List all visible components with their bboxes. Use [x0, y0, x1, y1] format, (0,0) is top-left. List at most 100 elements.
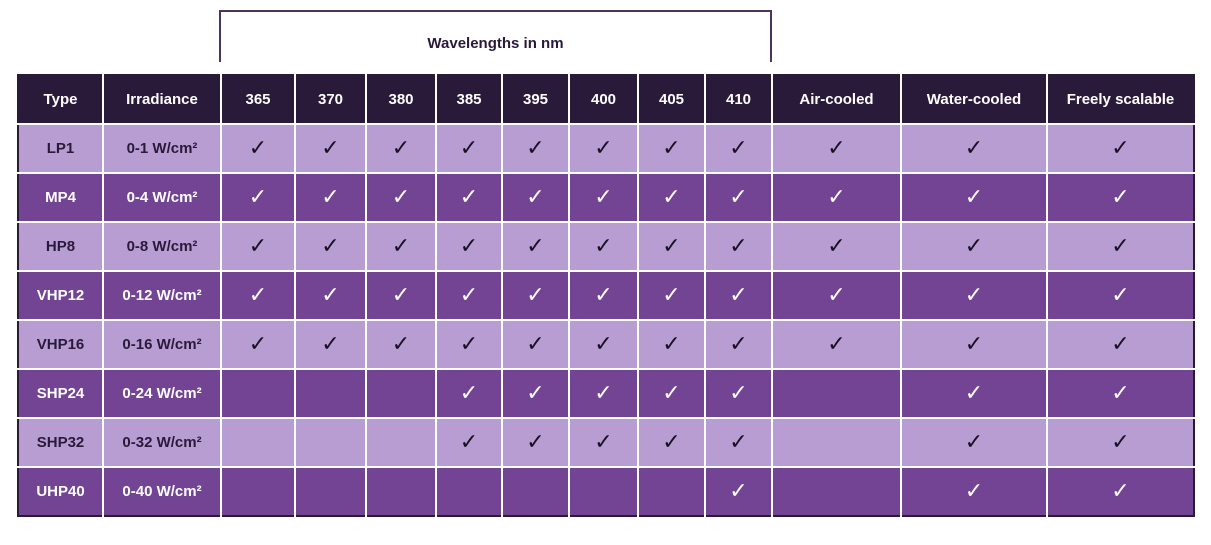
cell-irradiance: 0-4 W/cm² [102, 172, 222, 223]
checkmark-icon: ✓ [501, 172, 570, 223]
empty-cell [220, 368, 296, 419]
checkmark-icon: ✓ [435, 221, 503, 272]
cell-type: HP8 [18, 221, 104, 272]
checkmark-icon: ✓ [220, 123, 296, 174]
checkmark-icon: ✓ [900, 221, 1048, 272]
checkmark-icon: ✓ [771, 319, 902, 370]
checkmark-icon: ✓ [900, 466, 1048, 516]
empty-cell [294, 368, 367, 419]
cell-type: LP1 [18, 123, 104, 174]
header-row: Type Irradiance 365 370 380 385 395 400 … [18, 75, 1194, 125]
table-row: VHP12 0-12 W/cm² ✓ ✓ ✓ ✓ ✓ ✓ ✓ ✓ ✓ ✓ ✓ [18, 270, 1194, 321]
col-header-370: 370 [294, 75, 367, 125]
checkmark-icon: ✓ [704, 221, 773, 272]
checkmark-icon: ✓ [568, 123, 639, 174]
checkmark-icon: ✓ [1046, 270, 1194, 321]
checkmark-icon: ✓ [501, 319, 570, 370]
checkmark-icon: ✓ [704, 368, 773, 419]
checkmark-icon: ✓ [501, 123, 570, 174]
table-row: HP8 0-8 W/cm² ✓ ✓ ✓ ✓ ✓ ✓ ✓ ✓ ✓ ✓ ✓ [18, 221, 1194, 272]
table-row: SHP32 0-32 W/cm² ✓ ✓ ✓ ✓ ✓ ✓ ✓ [18, 417, 1194, 468]
checkmark-icon: ✓ [900, 123, 1048, 174]
cell-type: MP4 [18, 172, 104, 223]
cell-type: SHP24 [18, 368, 104, 419]
col-header-365: 365 [220, 75, 296, 125]
checkmark-icon: ✓ [501, 417, 570, 468]
cell-irradiance: 0-1 W/cm² [102, 123, 222, 174]
col-header-freely-scalable: Freely scalable [1046, 75, 1194, 125]
checkmark-icon: ✓ [637, 270, 706, 321]
checkmark-icon: ✓ [771, 221, 902, 272]
checkmark-icon: ✓ [568, 319, 639, 370]
checkmark-icon: ✓ [294, 221, 367, 272]
checkmark-icon: ✓ [435, 123, 503, 174]
empty-cell [365, 417, 437, 468]
checkmark-icon: ✓ [704, 172, 773, 223]
cell-type: VHP12 [18, 270, 104, 321]
checkmark-icon: ✓ [1046, 466, 1194, 516]
empty-cell [771, 466, 902, 516]
empty-cell [365, 466, 437, 516]
col-header-400: 400 [568, 75, 639, 125]
wavelength-group-header: Wavelengths in nm [427, 35, 564, 52]
checkmark-icon: ✓ [501, 270, 570, 321]
checkmark-icon: ✓ [435, 368, 503, 419]
empty-cell [220, 466, 296, 516]
empty-cell [501, 466, 570, 516]
col-header-irradiance: Irradiance [102, 75, 222, 125]
empty-cell [365, 368, 437, 419]
checkmark-icon: ✓ [294, 270, 367, 321]
checkmark-icon: ✓ [771, 123, 902, 174]
table-body: LP1 0-1 W/cm² ✓ ✓ ✓ ✓ ✓ ✓ ✓ ✓ ✓ ✓ ✓ MP4 0-4 W/cm² ✓ ✓ ✓ ✓ ✓… [18, 123, 1194, 516]
wavelength-group-bracket [219, 10, 772, 62]
empty-cell [568, 466, 639, 516]
checkmark-icon: ✓ [365, 319, 437, 370]
cell-irradiance: 0-32 W/cm² [102, 417, 222, 468]
cell-type: UHP40 [18, 466, 104, 516]
checkmark-icon: ✓ [435, 417, 503, 468]
checkmark-icon: ✓ [771, 270, 902, 321]
checkmark-icon: ✓ [704, 270, 773, 321]
empty-cell [294, 466, 367, 516]
checkmark-icon: ✓ [435, 319, 503, 370]
checkmark-icon: ✓ [501, 221, 570, 272]
checkmark-icon: ✓ [637, 319, 706, 370]
checkmark-icon: ✓ [637, 123, 706, 174]
checkmark-icon: ✓ [704, 319, 773, 370]
checkmark-icon: ✓ [220, 270, 296, 321]
cell-irradiance: 0-8 W/cm² [102, 221, 222, 272]
checkmark-icon: ✓ [365, 172, 437, 223]
checkmark-icon: ✓ [294, 123, 367, 174]
checkmark-icon: ✓ [637, 221, 706, 272]
checkmark-icon: ✓ [637, 172, 706, 223]
checkmark-icon: ✓ [704, 466, 773, 516]
checkmark-icon: ✓ [637, 368, 706, 419]
checkmark-icon: ✓ [365, 221, 437, 272]
checkmark-icon: ✓ [365, 123, 437, 174]
checkmark-icon: ✓ [220, 319, 296, 370]
checkmark-icon: ✓ [900, 319, 1048, 370]
cell-type: SHP32 [18, 417, 104, 468]
empty-cell [435, 466, 503, 516]
col-header-air-cooled: Air-cooled [771, 75, 902, 125]
col-header-395: 395 [501, 75, 570, 125]
checkmark-icon: ✓ [1046, 172, 1194, 223]
table-row: SHP24 0-24 W/cm² ✓ ✓ ✓ ✓ ✓ ✓ ✓ [18, 368, 1194, 419]
checkmark-icon: ✓ [1046, 123, 1194, 174]
col-header-410: 410 [704, 75, 773, 125]
checkmark-icon: ✓ [220, 221, 296, 272]
checkmark-icon: ✓ [1046, 221, 1194, 272]
col-header-water-cooled: Water-cooled [900, 75, 1048, 125]
checkmark-icon: ✓ [1046, 319, 1194, 370]
cell-type: VHP16 [18, 319, 104, 370]
table-row: UHP40 0-40 W/cm² ✓ ✓ ✓ [18, 466, 1194, 516]
checkmark-icon: ✓ [900, 270, 1048, 321]
cell-irradiance: 0-12 W/cm² [102, 270, 222, 321]
empty-cell [220, 417, 296, 468]
empty-cell [294, 417, 367, 468]
checkmark-icon: ✓ [435, 172, 503, 223]
col-header-380: 380 [365, 75, 437, 125]
checkmark-icon: ✓ [568, 417, 639, 468]
checkmark-icon: ✓ [637, 417, 706, 468]
table-row: VHP16 0-16 W/cm² ✓ ✓ ✓ ✓ ✓ ✓ ✓ ✓ ✓ ✓ ✓ [18, 319, 1194, 370]
